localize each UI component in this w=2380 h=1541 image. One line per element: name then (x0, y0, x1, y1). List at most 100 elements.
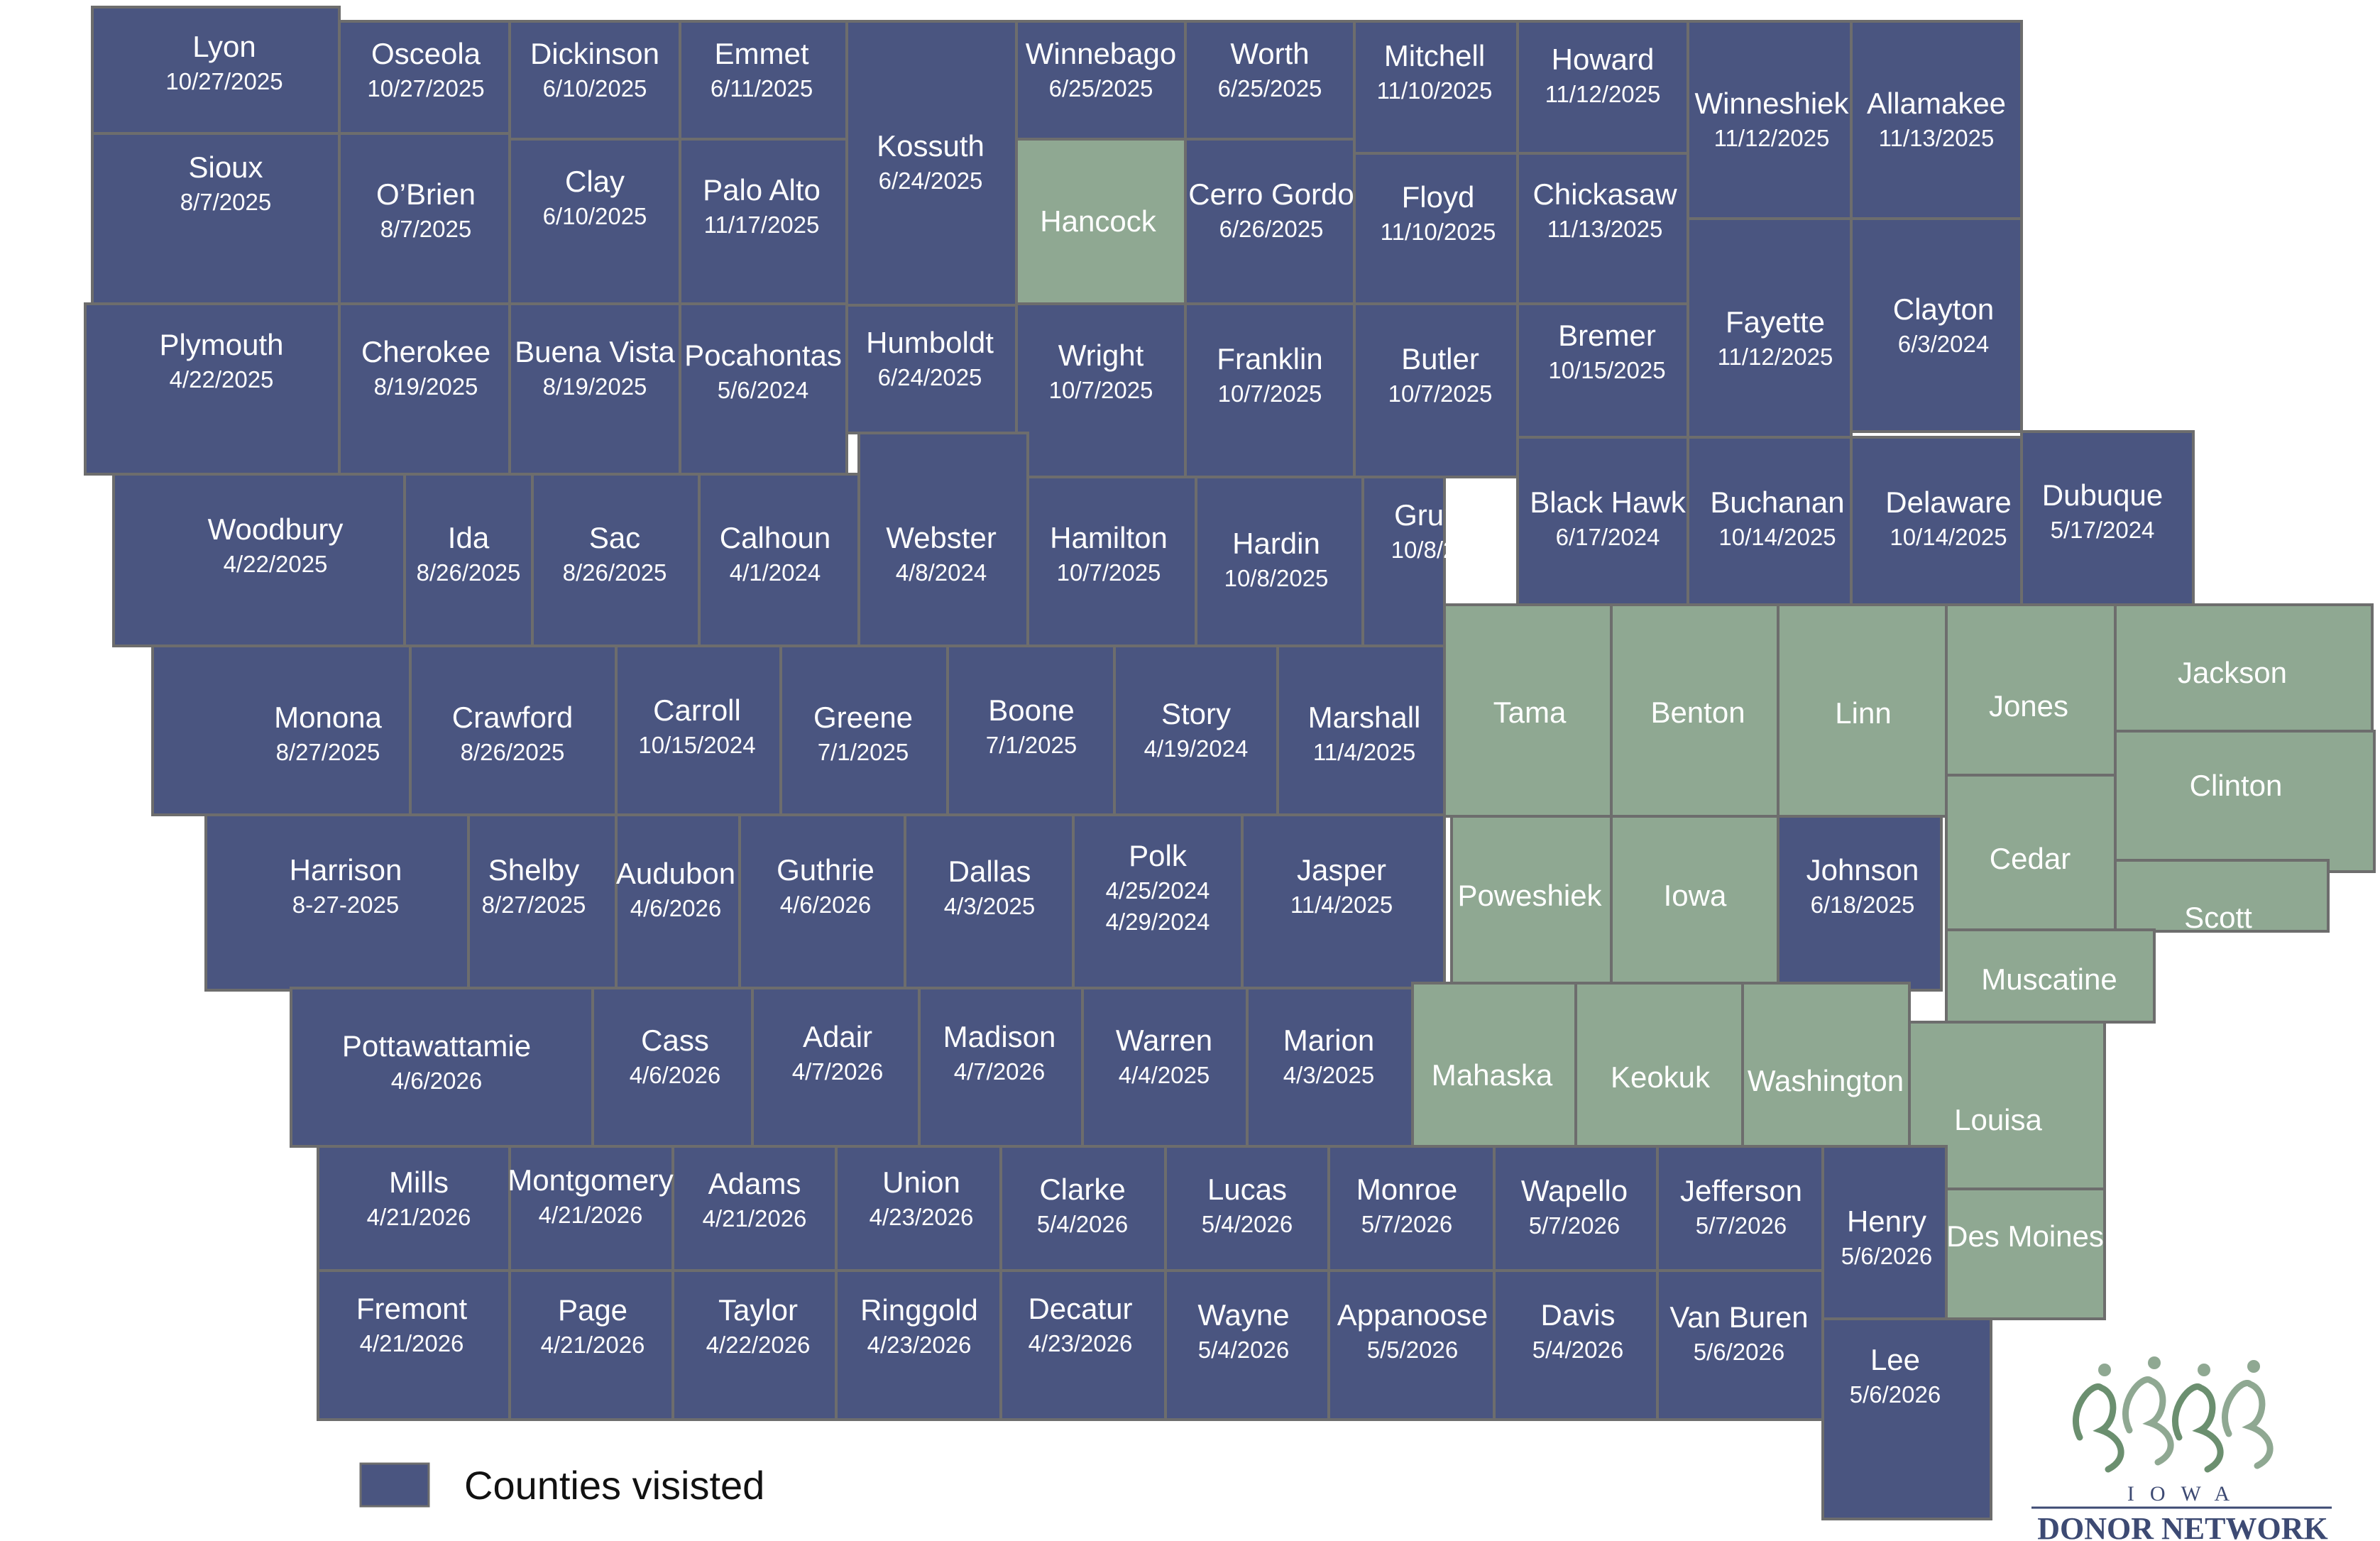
county-date-davis: 5/4/2026 (1532, 1337, 1623, 1363)
county-date-webster: 4/8/2024 (896, 559, 987, 586)
county-name-hardin: Hardin (1232, 527, 1320, 560)
county-adair (751, 987, 921, 1148)
county-name-ringgold: Ringgold (860, 1293, 978, 1327)
county-appanoose (1327, 1269, 1496, 1421)
county-date-woodbury: 4/22/2025 (224, 551, 328, 577)
county-date-chickasaw: 11/13/2025 (1547, 216, 1663, 242)
county-name-woodbury: Woodbury (208, 512, 344, 546)
county-lyon (91, 6, 341, 135)
county-tama (1443, 603, 1613, 818)
county-butler (1353, 302, 1519, 478)
logo-figures-icon (2073, 1356, 2274, 1473)
county-iowa (1610, 815, 1779, 985)
labels-layer: Lyon 10/27/2025 Osceola 10/27/2025 Dickinson… (159, 30, 2287, 1408)
county-union (835, 1145, 1002, 1272)
county-date-sioux: 8/7/2025 (180, 189, 271, 215)
county-date-black-hawk: 6/17/2024 (1556, 524, 1660, 550)
county-date-mitchell: 11/10/2025 (1377, 77, 1493, 104)
county-wright (1015, 302, 1187, 478)
county-ida (403, 473, 534, 647)
county-name-bremer: Bremer (1558, 319, 1656, 352)
county-date-buena-vista: 8/19/2025 (543, 373, 647, 400)
county-date-bremer: 10/15/2025 (1548, 357, 1665, 383)
county-floyd (1353, 152, 1519, 305)
county-name-marion: Marion (1283, 1024, 1374, 1057)
county-harrison (204, 813, 470, 992)
county-name-warren: Warren (1116, 1024, 1212, 1057)
county-name-buena-vista: Buena Vista (515, 335, 675, 368)
county-name-audubon: Audubon (616, 857, 735, 890)
logo-figure-head-icon (2198, 1364, 2210, 1376)
logo-word: IOWA (2127, 1482, 2245, 1506)
county-name-poweshiek: Poweshiek (1457, 879, 1602, 912)
county-name-sioux: Sioux (188, 150, 263, 184)
county-name-calhoun: Calhoun (720, 521, 830, 554)
county-name-jefferson: Jefferson (1680, 1174, 1802, 1207)
county-name-winnebago: Winnebago (1026, 37, 1176, 70)
county-name-palo-alto: Palo Alto (703, 173, 821, 207)
county-name-carroll: Carroll (653, 693, 741, 727)
county-warren (1081, 987, 1249, 1148)
county-clayton (1850, 217, 2023, 433)
county-name-crawford: Crawford (452, 701, 573, 734)
county-carroll (615, 645, 782, 816)
county-name-clayton: Clayton (1893, 292, 1994, 326)
county-name-clinton: Clinton (2190, 769, 2283, 802)
county-name-adair: Adair (803, 1020, 872, 1053)
county-linn (1777, 603, 1948, 818)
county-date-hamilton: 10/7/2025 (1057, 559, 1161, 586)
county-decatur (999, 1269, 1167, 1421)
county-date-shelby: 8/27/2025 (482, 892, 586, 918)
county-name-cerro-gordo: Cerro Gordo (1188, 177, 1354, 211)
county-name-howard: Howard (1552, 43, 1655, 76)
logo-figure-icon (2122, 1376, 2174, 1466)
county-name-o-brien: O’Brien (376, 177, 476, 211)
county-jackson (2114, 603, 2374, 733)
county-mills (317, 1145, 511, 1272)
county-date-hardin: 10/8/2025 (1224, 565, 1329, 591)
county-date-humboldt: 6/24/2025 (878, 364, 982, 390)
county-name-buchanan: Buchanan (1710, 486, 1844, 519)
county-date-story: 4/19/2024 (1144, 735, 1249, 762)
county-date-winneshiek: 11/12/2025 (1714, 125, 1830, 151)
county-date-van-buren: 5/6/2026 (1694, 1339, 1784, 1365)
county-plymouth (84, 302, 341, 476)
county-name-worth: Worth (1230, 37, 1309, 70)
county-name-franklin: Franklin (1217, 342, 1322, 375)
county-name-monona: Monona (274, 701, 382, 734)
county-lee (1821, 1317, 1992, 1520)
county-name-henry: Henry (1847, 1205, 1926, 1238)
county-fayette (1687, 217, 1853, 439)
county-date-cherokee: 8/19/2025 (374, 373, 478, 400)
county-name-keokuk: Keokuk (1611, 1060, 1711, 1094)
county-mitchell (1353, 20, 1519, 155)
county-name-adams: Adams (708, 1167, 801, 1200)
county-name-story: Story (1161, 697, 1231, 730)
county-name-polk: Polk (1129, 839, 1188, 872)
county-date-emmet: 6/11/2025 (711, 75, 813, 102)
county-winnebago (1015, 20, 1187, 141)
county-name-lee: Lee (1870, 1343, 1920, 1376)
county-date-crawford: 8/26/2025 (461, 739, 565, 765)
county-date-union: 4/23/2026 (870, 1204, 974, 1230)
legend-label: Counties visisted (464, 1463, 764, 1508)
county-henry (1821, 1145, 1948, 1320)
logo-figure-head-icon (2148, 1356, 2161, 1369)
county-date-pottawattamie: 4/6/2026 (391, 1068, 482, 1094)
county-pocahontas (679, 302, 848, 476)
county-date-buchanan: 10/14/2025 (1718, 524, 1836, 550)
county-date-ringgold: 4/23/2026 (867, 1332, 972, 1358)
county-name-osceola: Osceola (371, 37, 481, 70)
county-name-page: Page (558, 1293, 627, 1327)
county-name-allamakee: Allamakee (1867, 87, 2006, 120)
county-date-howard: 11/12/2025 (1545, 81, 1661, 107)
county-chickasaw (1516, 152, 1689, 305)
county-name-taylor: Taylor (718, 1293, 798, 1327)
county-date-jefferson: 5/7/2026 (1696, 1212, 1787, 1239)
county-date-wayne: 5/4/2026 (1198, 1337, 1289, 1363)
county-sioux (91, 132, 341, 305)
county-name-monroe: Monroe (1356, 1173, 1457, 1206)
county-greene (779, 645, 949, 816)
county-name-guthrie: Guthrie (777, 853, 874, 887)
county-date-audubon: 4/6/2026 (630, 895, 721, 921)
